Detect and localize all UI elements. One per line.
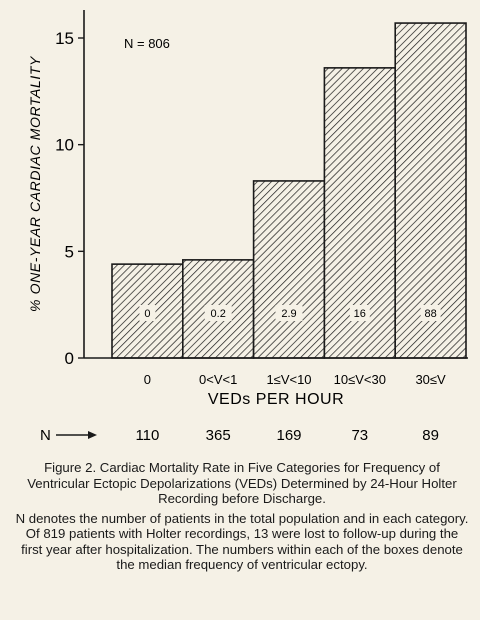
- bar-chart: 0 0.2 2.9 16 88 0 5 10 15 0 0<V<1 1≤V<10 10≤V<30 30…: [0, 0, 480, 460]
- x-axis-label: VEDs PER HOUR: [208, 391, 344, 408]
- x-tick-label: 0<V<1: [199, 372, 237, 387]
- bar: [254, 181, 325, 358]
- n-value: 169: [276, 427, 301, 444]
- n-row: 110 365 169 73 89 N: [40, 427, 439, 444]
- x-tick-label: 1≤V<10: [266, 372, 311, 387]
- n-value: 365: [206, 427, 231, 444]
- bar-label: 2.9: [281, 308, 296, 320]
- x-tick-labels: 0 0<V<1 1≤V<10 10≤V<30 30≤V: [144, 372, 446, 387]
- y-axis-label: % ONE-YEAR CARDIAC MORTALITY: [27, 55, 43, 312]
- bar-label: 88: [424, 308, 436, 320]
- y-tick-label: 0: [65, 349, 74, 368]
- caption-title: Figure 2. Cardiac Mortality Rate in Five…: [14, 460, 470, 507]
- n-row-arrow-head: [88, 431, 97, 439]
- n-value: 110: [135, 427, 159, 444]
- x-tick-label: 0: [144, 372, 151, 387]
- n-value: 73: [351, 427, 368, 444]
- bar-label: 0: [144, 308, 150, 320]
- x-tick-label: 10≤V<30: [334, 372, 386, 387]
- n-annotation: N = 806: [124, 36, 170, 51]
- figure-caption: Figure 2. Cardiac Mortality Rate in Five…: [14, 460, 470, 573]
- y-tick-label: 10: [55, 136, 74, 155]
- y-tick-label: 15: [55, 29, 74, 48]
- caption-note: N denotes the number of patients in the …: [14, 511, 470, 573]
- bar-label: 0.2: [211, 308, 226, 320]
- x-tick-label: 30≤V: [415, 372, 446, 387]
- n-value: 89: [422, 427, 439, 444]
- bar-label: 16: [354, 308, 366, 320]
- y-tick-label: 5: [65, 242, 74, 261]
- n-row-label: N: [40, 427, 51, 444]
- y-ticks: 0 5 10 15: [55, 29, 84, 368]
- bars-layer: 0 0.2 2.9 16 88: [112, 23, 466, 358]
